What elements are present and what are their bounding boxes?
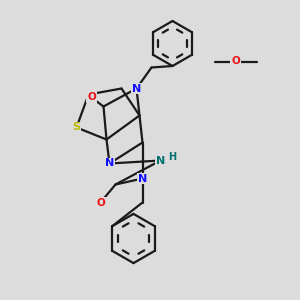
Text: O: O [231, 56, 240, 67]
Text: O: O [96, 197, 105, 208]
Text: N: N [138, 173, 147, 184]
Text: S: S [73, 122, 80, 133]
Text: N: N [105, 158, 114, 169]
Text: N: N [156, 155, 165, 166]
Text: H: H [168, 152, 176, 162]
Text: O: O [87, 92, 96, 103]
Text: N: N [132, 83, 141, 94]
